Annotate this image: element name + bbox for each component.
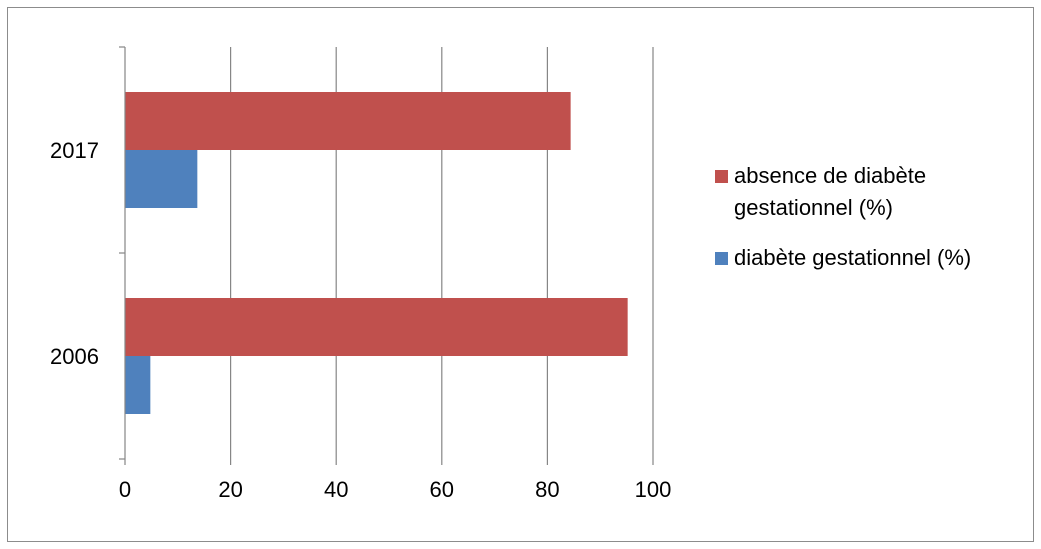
legend-swatch-diabete <box>715 252 728 265</box>
axes <box>119 46 654 465</box>
x-tick-label-60: 60 <box>430 477 454 502</box>
legend-item-absence: absence de diabète gestationnel (%) <box>715 160 1015 224</box>
legend-item-diabete: diabète gestationnel (%) <box>715 242 1015 274</box>
x-tick-label-80: 80 <box>535 477 559 502</box>
y-tick-label-2017: 2017 <box>50 138 99 163</box>
x-tick-label-40: 40 <box>324 477 348 502</box>
legend-label-absence: absence de diabète gestationnel (%) <box>734 163 927 220</box>
tick-labels: 0 20 40 60 80 100 2006 2017 <box>50 138 671 502</box>
bars <box>125 92 628 414</box>
x-tick-label-20: 20 <box>218 477 242 502</box>
x-tick-label-100: 100 <box>635 477 672 502</box>
x-tick-label-0: 0 <box>119 477 131 502</box>
legend-swatch-absence <box>715 170 728 183</box>
bar-2017-series-0 <box>125 150 198 208</box>
legend: absence de diabète gestationnel (%) diab… <box>715 160 1015 292</box>
bar-2017-series-1 <box>125 92 571 150</box>
bar-2006-series-1 <box>125 298 628 356</box>
legend-label-diabete: diabète gestationnel (%) <box>734 245 972 270</box>
y-tick-label-2006: 2006 <box>50 344 99 369</box>
bar-2006-series-0 <box>125 356 151 414</box>
